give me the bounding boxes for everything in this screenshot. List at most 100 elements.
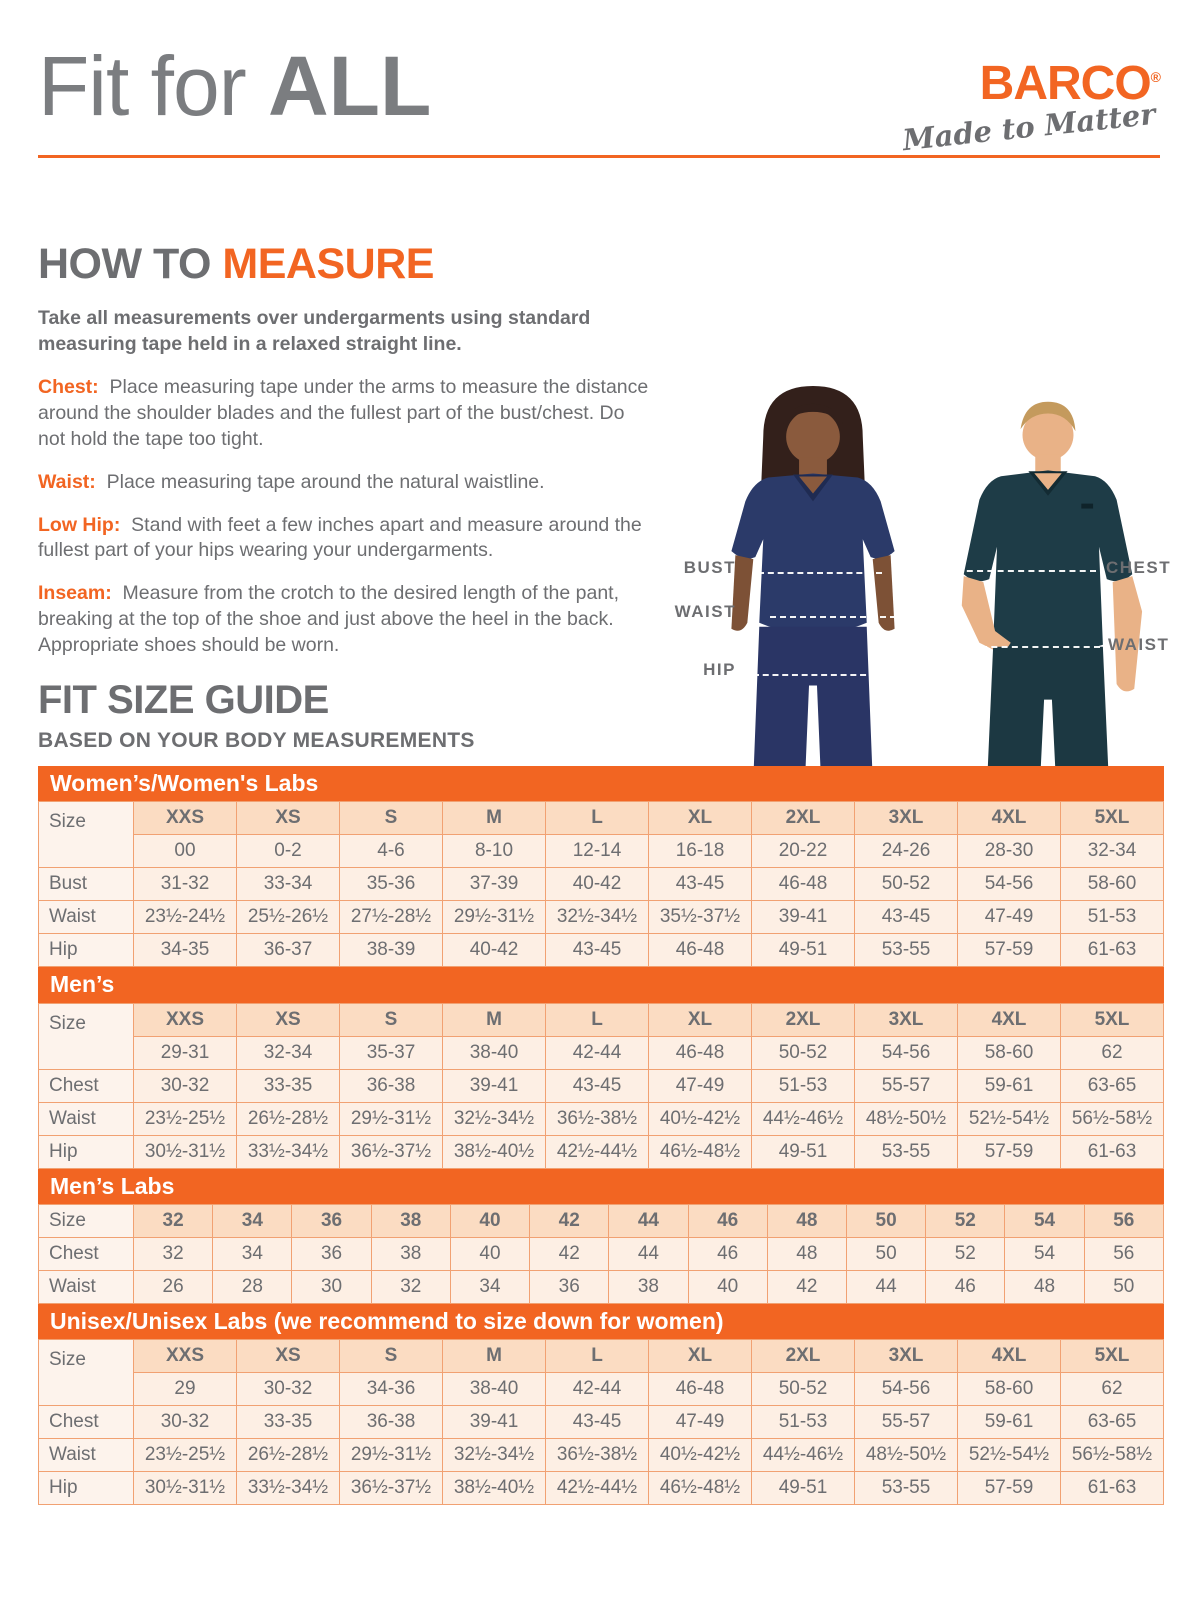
size-header-cell: 2XL — [751, 1002, 855, 1037]
table-row: Size 32 34 36 38 40 42 44 46 48 50 52 54 56 — [38, 1203, 1165, 1238]
measurement-cell: 50 — [1083, 1269, 1165, 1304]
measurement-cell: 57-59 — [957, 1134, 1061, 1169]
table-row: 29 30-32 34-36 38-40 42-44 46-48 50-52 54-56 58-… — [39, 1372, 1164, 1407]
size-table-grid: Size 32 34 36 38 40 42 44 46 48 50 52 54 56 Chest 32 34 3… — [38, 1203, 1165, 1304]
measurement-cell: 28 — [212, 1269, 293, 1304]
table-row: Waist 23½-25½ 26½-28½ 29½-31½ 32½-34½ 36½-38½… — [38, 1101, 1164, 1136]
size-header-cell: 5XL — [1060, 801, 1164, 836]
waist-right-label: WAIST — [1108, 635, 1170, 654]
row-label-cell: Waist — [38, 1269, 134, 1304]
size-header-cell: 46 — [687, 1203, 768, 1238]
size-header-cell: S — [339, 801, 443, 836]
size-header-label-cell: Size — [38, 1002, 134, 1070]
page-title-light: Fit for — [38, 39, 269, 133]
measurement-cell: 36 — [291, 1236, 372, 1271]
bust-label: BUST — [683, 558, 736, 577]
size-number-cell: 16-18 — [648, 834, 752, 869]
size-number-cell: 28-30 — [957, 834, 1061, 869]
hip-label: HIP — [703, 660, 736, 679]
measurement-cell: 44 — [845, 1269, 927, 1304]
size-number-cell: 46-48 — [648, 1035, 752, 1070]
fit-size-guide-section: FIT SIZE GUIDE BASED ON YOUR BODY MEASUR… — [38, 680, 1165, 1506]
size-table-section: Women’s/Women's Labs Size XXS XS S M L XL 2XL 3XL… — [38, 766, 1164, 968]
table-row: Chest 32 34 36 38 40 42 44 46 48 50 52 54 56 — [38, 1236, 1165, 1271]
size-number-cell: 46-48 — [648, 1372, 752, 1407]
page-title-bold: ALL — [268, 39, 432, 133]
measurement-cell: 36-38 — [339, 1405, 443, 1440]
size-header-cell: 2XL — [751, 1339, 855, 1374]
size-header-cell: 36 — [291, 1203, 372, 1238]
measurement-cell: 44 — [608, 1236, 689, 1271]
measurement-cell: 44½-46½ — [751, 1438, 855, 1473]
measurement-cell: 51-53 — [1060, 900, 1164, 935]
bust-measure-line — [758, 572, 882, 574]
measurement-cell: 59-61 — [957, 1405, 1061, 1440]
measurement-cell: 29½-31½ — [339, 1438, 443, 1473]
measurement-cell: 43-45 — [648, 867, 752, 902]
measurement-cell: 46 — [687, 1236, 768, 1271]
size-header-cell: 3XL — [854, 1339, 958, 1374]
measurement-cell: 48 — [766, 1236, 847, 1271]
how-to-title-orange: MEASURE — [222, 240, 434, 288]
measurement-cell: 63-65 — [1060, 1068, 1164, 1103]
size-header-cell: 4XL — [957, 1002, 1061, 1037]
barco-text: BARCO — [979, 57, 1152, 110]
measurement-cell: 56 — [1083, 1236, 1165, 1271]
table-title-band: Unisex/Unisex Labs (we recommend to size… — [38, 1303, 1164, 1340]
measurement-cell: 46 — [925, 1269, 1006, 1304]
measurement-cell: 36-37 — [236, 933, 340, 968]
size-header-cell: 42 — [529, 1203, 610, 1238]
fit-size-guide-subtitle: BASED ON YOUR BODY MEASUREMENTS — [38, 729, 475, 752]
measure-text-lowhip: Stand with feet a few inches apart and m… — [38, 513, 642, 562]
table-title-band: Men’s — [38, 967, 1164, 1003]
divider-rule — [38, 155, 1160, 158]
table-row: 29-31 32-34 35-37 38-40 42-44 46-48 50-52 54-56… — [39, 1035, 1164, 1070]
measurement-cell: 40-42 — [442, 933, 546, 968]
measurement-cell: 32½-34½ — [442, 1438, 546, 1473]
measurement-cell: 23½-25½ — [133, 1438, 237, 1473]
size-header-cell: 48 — [766, 1203, 847, 1238]
size-header-cell: L — [545, 801, 649, 836]
measurement-cell: 43-45 — [545, 1405, 649, 1440]
measurement-cell: 38 — [370, 1236, 451, 1271]
size-header-cell: XS — [236, 801, 340, 836]
page-title: Fit for ALL — [38, 42, 431, 130]
table-row: Hip 30½-31½ 33½-34½ 36½-37½ 38½-40½ 42½-44½ 46… — [38, 1471, 1164, 1506]
size-header-label-cell: Size — [38, 1339, 134, 1407]
size-header-cell: L — [545, 1339, 649, 1374]
chest-measure-line — [936, 570, 1096, 572]
size-header-cell: 50 — [845, 1203, 927, 1238]
measurement-cell: 39-41 — [751, 900, 855, 935]
measurement-cell: 33-35 — [236, 1068, 340, 1103]
measurement-cell: 29½-31½ — [442, 900, 546, 935]
size-header-cell: 44 — [608, 1203, 689, 1238]
table-row: Chest 30-32 33-35 36-38 39-41 43-45 47-49 51-53… — [38, 1405, 1164, 1440]
measure-text-inseam: Measure from the crotch to the desired l… — [38, 582, 619, 657]
size-number-cell: 32-34 — [236, 1035, 340, 1070]
measurement-cell: 36½-38½ — [545, 1101, 649, 1136]
chest-label: CHEST — [1106, 558, 1172, 577]
measure-text-chest: Place measuring tape under the arms to m… — [38, 375, 649, 450]
size-number-cell: 20-22 — [751, 834, 855, 869]
measure-item-waist: Waist: Place measuring tape around the n… — [38, 470, 650, 496]
size-number-cell: 29-31 — [133, 1035, 237, 1070]
size-number-cell: 54-56 — [854, 1035, 958, 1070]
size-number-cell: 50-52 — [751, 1035, 855, 1070]
size-number-cell: 00 — [133, 834, 237, 869]
measurement-cell: 37-39 — [442, 867, 546, 902]
measurement-cell: 49-51 — [751, 933, 855, 968]
size-header-cell: XS — [236, 1339, 340, 1374]
measurement-cell: 51-53 — [751, 1405, 855, 1440]
measurement-cell: 48 — [1004, 1269, 1085, 1304]
size-header-cell: L — [545, 1002, 649, 1037]
measurement-cell: 29½-31½ — [339, 1101, 443, 1136]
measurement-cell: 59-61 — [957, 1068, 1061, 1103]
size-number-cell: 38-40 — [442, 1035, 546, 1070]
measurement-cell: 34 — [449, 1269, 531, 1304]
measure-term-waist: Waist: — [38, 470, 96, 493]
size-number-cell: 50-52 — [751, 1372, 855, 1407]
measurement-cell: 57-59 — [957, 1471, 1061, 1506]
size-header-cell: 32 — [132, 1203, 214, 1238]
measurement-cell: 38-39 — [339, 933, 443, 968]
size-header-cell: 56 — [1083, 1203, 1165, 1238]
